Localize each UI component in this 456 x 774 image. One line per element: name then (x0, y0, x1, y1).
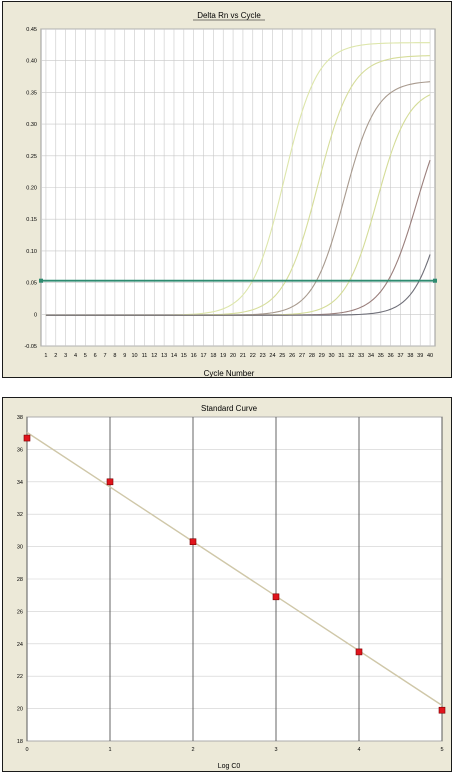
x-tick-label: 35 (378, 353, 384, 359)
x-tick-label: 20 (230, 353, 236, 359)
x-tick-label: 6 (94, 353, 97, 359)
x-tick-label: 33 (358, 353, 364, 359)
x-tick-label: 8 (113, 353, 116, 359)
fit-line (26, 431, 443, 706)
y-tick-label: 0 (34, 312, 37, 318)
threshold-handle (433, 278, 437, 283)
y-tick-label: 28 (17, 577, 23, 583)
data-point-5 (355, 648, 363, 656)
grid-lines (26, 416, 443, 742)
y-tick-label: 0.15 (26, 217, 37, 223)
x-tick-label: 39 (417, 353, 423, 359)
x-tick-label: 23 (260, 353, 266, 359)
y-tick-label: 36 (17, 447, 23, 453)
y-tick-label: 0.30 (26, 122, 37, 128)
threshold-line[interactable] (39, 278, 437, 283)
y-tick-label: 32 (17, 512, 23, 518)
x-tick-label: 22 (250, 353, 256, 359)
x-tick-label: 9 (123, 353, 126, 359)
regression-line (26, 431, 443, 706)
y-tick-label: 20 (17, 707, 23, 713)
x-tick-label: 7 (103, 353, 106, 359)
x-tick-labels: 0 1 2 3 4 5 (25, 747, 443, 753)
x-tick-label: 38 (407, 353, 413, 359)
x-tick-label: 3 (274, 747, 277, 753)
y-tick-label: 0.45 (26, 27, 37, 33)
threshold-handle (39, 278, 43, 283)
data-point-1 (23, 434, 31, 442)
x-tick-label: 5 (84, 353, 87, 359)
x-tick-label: 17 (200, 353, 206, 359)
y-tick-label: 24 (17, 642, 23, 648)
chart-title: Delta Rn vs Cycle (197, 11, 261, 20)
y-tick-label: 26 (17, 609, 23, 615)
x-tick-label: 29 (319, 353, 325, 359)
x-tick-label: 21 (240, 353, 246, 359)
x-tick-label: 18 (210, 353, 216, 359)
amplification-curves (45, 42, 431, 316)
data-point-3 (189, 538, 197, 546)
x-tick-label: 1 (44, 353, 47, 359)
x-tick-label: 3 (64, 353, 67, 359)
y-tick-label: 22 (17, 674, 23, 680)
y-tick-label: 18 (17, 739, 23, 745)
y-tick-label: 30 (17, 545, 23, 551)
y-tick-labels: 18 20 22 24 26 28 30 32 34 36 38 (17, 415, 23, 745)
y-tick-label: 34 (17, 480, 23, 486)
y-tick-label: 0.25 (26, 154, 37, 160)
data-point-4 (272, 593, 280, 601)
amplification-plot-panel: Delta Rn vs Cycle -0.05 0 0.05 0.10 0.15 0.20… (2, 1, 452, 378)
y-tick-labels: -0.05 0 0.05 0.10 0.15 0.20 0.25 0.30 0.35 0.40 0.… (24, 27, 37, 350)
x-tick-label: 11 (142, 353, 148, 359)
x-axis-label: Cycle Number (204, 369, 255, 378)
x-tick-label: 34 (368, 353, 374, 359)
x-tick-label: 30 (329, 353, 335, 359)
amplification-curve-6 (45, 254, 431, 316)
y-tick-label: -0.05 (24, 344, 37, 350)
x-tick-label: 13 (161, 353, 167, 359)
y-tick-label: 0.20 (26, 186, 37, 192)
y-tick-label: 0.05 (26, 281, 37, 287)
x-tick-label: 14 (171, 353, 177, 359)
x-tick-label: 10 (132, 353, 138, 359)
data-point-2 (106, 478, 114, 486)
x-tick-label: 4 (74, 353, 77, 359)
grid-lines (41, 28, 435, 347)
x-tick-label: 36 (388, 353, 394, 359)
x-tick-label: 24 (269, 353, 275, 359)
y-tick-label: 0.35 (26, 90, 37, 96)
x-tick-label: 32 (348, 353, 354, 359)
x-tick-label: 2 (191, 747, 194, 753)
x-tick-label: 15 (181, 353, 187, 359)
y-tick-label: 0.10 (26, 249, 37, 255)
amplification-plot: Delta Rn vs Cycle -0.05 0 0.05 0.10 0.15 0.20… (24, 11, 437, 378)
x-tick-label: 12 (151, 353, 157, 359)
x-tick-label: 2 (54, 353, 57, 359)
x-tick-label: 4 (357, 747, 360, 753)
x-tick-label: 5 (440, 747, 443, 753)
x-tick-label: 31 (338, 353, 344, 359)
x-tick-label: 27 (299, 353, 305, 359)
x-tick-label: 25 (279, 353, 285, 359)
x-tick-label: 26 (289, 353, 295, 359)
y-tick-label: 0.40 (26, 59, 37, 65)
data-points (23, 434, 446, 714)
x-axis-label: Log C0 (218, 763, 241, 770)
x-tick-label: 28 (309, 353, 315, 359)
y-tick-label: 38 (17, 415, 23, 421)
x-tick-label: 1 (108, 747, 111, 753)
chart-title: Standard Curve (201, 404, 258, 413)
x-tick-label: 0 (25, 747, 28, 753)
x-tick-label: 16 (191, 353, 197, 359)
x-tick-labels: 1 2 3 4 5 6 7 8 9 10 11 12 13 14 15 16 17 18 19 20 21 22 23 24 2… (44, 353, 433, 359)
x-tick-label: 37 (397, 353, 403, 359)
x-tick-label: 40 (427, 353, 433, 359)
data-point-6 (438, 706, 446, 714)
x-tick-label: 19 (220, 353, 226, 359)
